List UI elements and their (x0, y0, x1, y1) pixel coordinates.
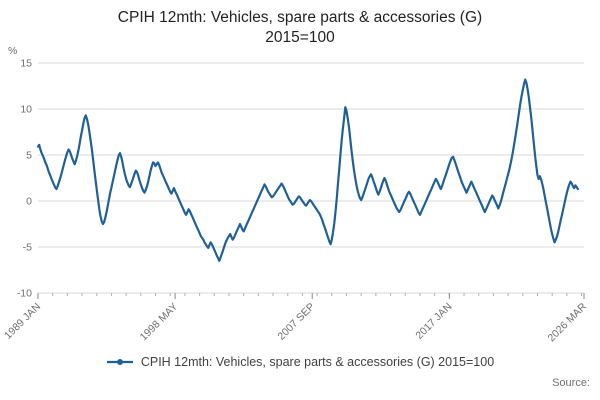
svg-text:1998 MAY: 1998 MAY (138, 301, 181, 344)
svg-text:2007 SEP: 2007 SEP (275, 301, 317, 343)
data-series-line (36, 78, 580, 262)
y-gridlines (38, 62, 584, 294)
svg-text:1989 JAN: 1989 JAN (2, 301, 43, 342)
legend: CPIH 12mth: Vehicles, spare parts & acce… (0, 353, 600, 371)
chart-title: CPIH 12mth: Vehicles, spare parts & acce… (0, 8, 600, 49)
x-axis-ticks (37, 292, 585, 299)
legend-line-icon (106, 358, 133, 365)
source-row: Source: (0, 377, 600, 389)
svg-text:-5: -5 (23, 241, 32, 253)
svg-text:2017 JAN: 2017 JAN (413, 301, 454, 342)
svg-text:10: 10 (20, 103, 32, 115)
chart-area: % -10 -5 0 5 10 15 1989 JAN 1998 MAY 2007 SEP 201… (0, 45, 600, 351)
title-line-2: 2015=100 (265, 29, 335, 47)
svg-text:5: 5 (26, 149, 32, 161)
legend-label: CPIH 12mth: Vehicles, spare parts & acce… (140, 354, 495, 369)
y-axis-labels: -10 -5 0 5 10 15 (17, 57, 32, 299)
y-axis-unit: % (8, 44, 18, 57)
svg-text:0: 0 (26, 195, 32, 207)
source-label: Source: (552, 376, 590, 389)
line-chart: -10 -5 0 5 10 15 1989 JAN 1998 MAY 2007 SEP 2017 … (2, 57, 589, 344)
title-line-1: CPIH 12mth: Vehicles, spare parts & acce… (117, 9, 483, 26)
svg-text:2026 MAR: 2026 MAR (546, 300, 590, 344)
svg-text:15: 15 (20, 57, 32, 69)
x-axis-labels: 1989 JAN 1998 MAY 2007 SEP 2017 JAN 2026 MAR (2, 300, 589, 344)
svg-text:-10: -10 (17, 287, 32, 299)
